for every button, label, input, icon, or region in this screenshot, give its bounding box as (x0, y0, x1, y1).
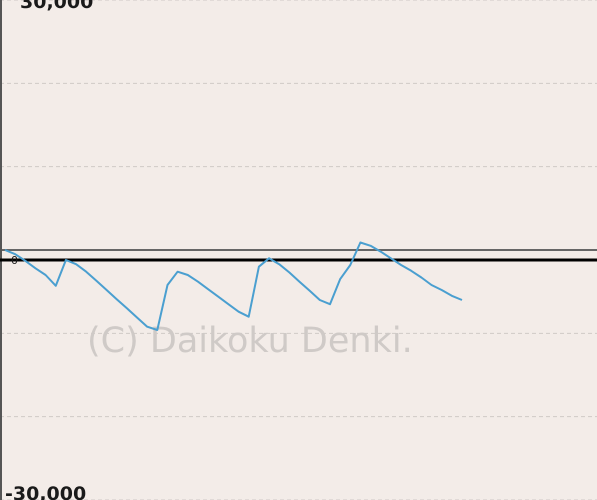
y-tick-label: -30,000 (5, 483, 86, 500)
y-tick-label: 0 (11, 254, 18, 267)
series-line (4, 241, 463, 331)
y-tick-labels: 30,000 0 -30,000 (5, 0, 93, 500)
watermark: (C) Daikoku Denki. (87, 321, 413, 361)
series-line-group (4, 241, 463, 331)
y-tick-label: 30,000 (20, 0, 93, 13)
